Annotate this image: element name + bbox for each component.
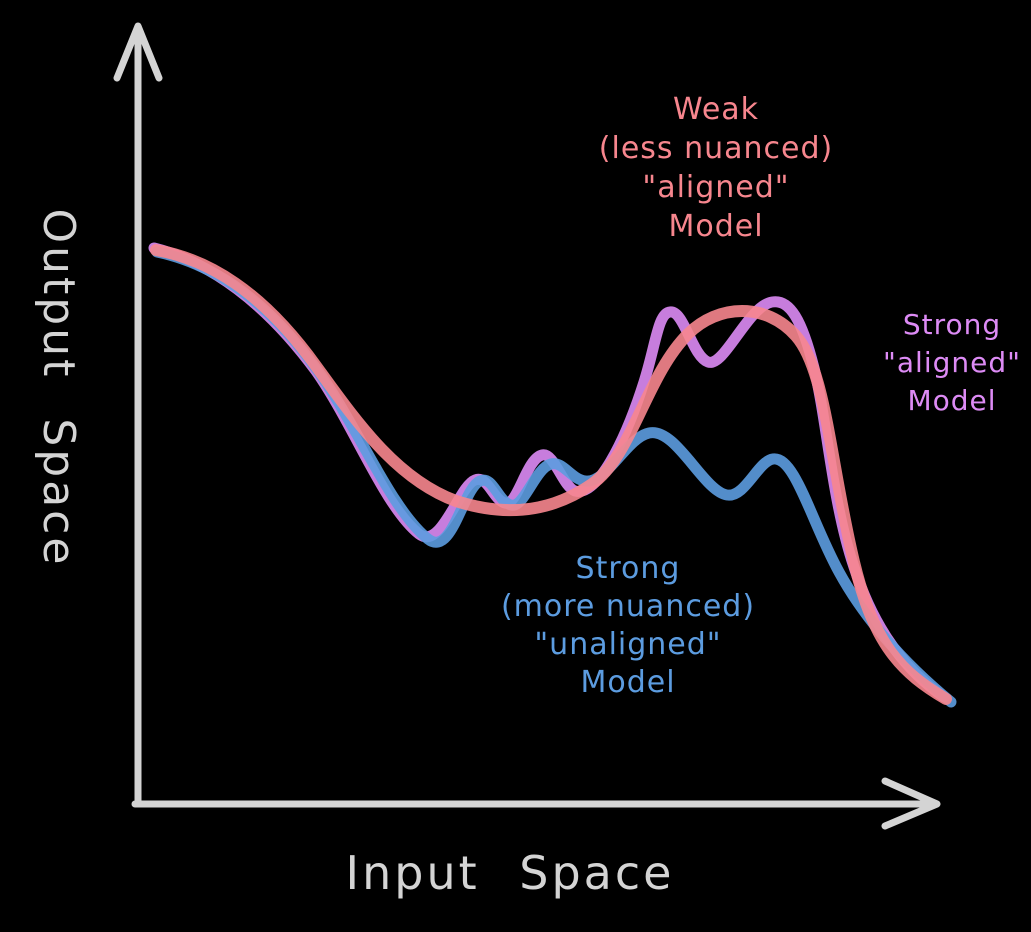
- y-axis-label: Output Space: [33, 208, 84, 568]
- weak-model-label-line-4: Model: [668, 209, 764, 244]
- strong-aligned-model-label: Strong "aligned" Model: [860, 306, 1031, 420]
- strong-unaligned-label-line-3: "unaligned": [534, 627, 722, 662]
- strong-unaligned-label-line-4: Model: [580, 665, 676, 700]
- strong-unaligned-label-line-1: Strong: [575, 551, 681, 586]
- strong-aligned-label-line-3: Model: [907, 384, 997, 417]
- axes-group: [113, 22, 941, 830]
- weak-model-label-line-3: "aligned": [642, 170, 790, 205]
- strong-unaligned-label-line-2: (more nuanced): [500, 589, 756, 624]
- strong-unaligned-model-curve: [151, 246, 957, 708]
- x-axis-arrowhead-icon: [881, 777, 941, 830]
- weak-model-label: Weak (less nuanced) "aligned" Model: [580, 90, 852, 246]
- weak-model-label-line-1: Weak: [672, 92, 760, 127]
- weak-model-label-line-2: (less nuanced): [598, 131, 834, 166]
- x-axis-label: Input Space: [345, 846, 675, 900]
- strong-aligned-label-line-1: Strong: [902, 308, 1002, 341]
- y-axis-arrowhead-icon: [113, 22, 163, 82]
- strong-unaligned-model-label: Strong (more nuanced) "unaligned" Model: [494, 550, 762, 702]
- strong-aligned-label-line-2: "aligned": [883, 346, 1021, 379]
- weak-aligned-model-curve: [150, 244, 952, 705]
